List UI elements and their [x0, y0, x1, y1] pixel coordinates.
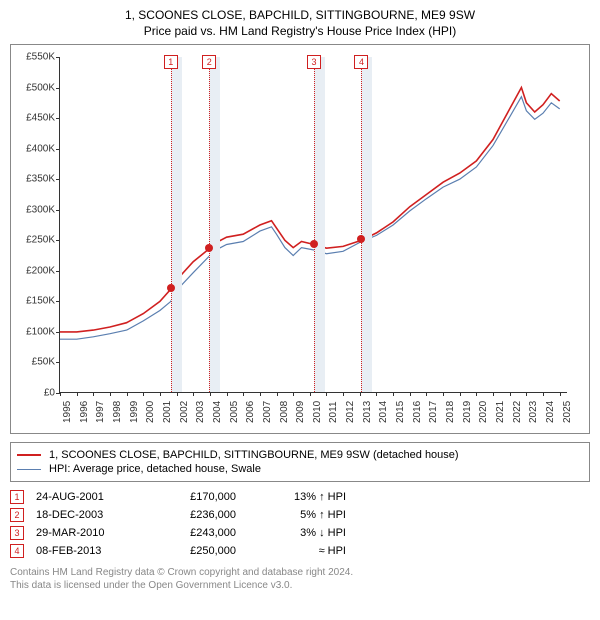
x-axis-label: 2022 — [512, 401, 518, 423]
x-axis-label: 2017 — [428, 401, 434, 423]
series-line-hpi — [60, 97, 560, 340]
legend-item: 1, SCOONES CLOSE, BAPCHILD, SITTINGBOURN… — [17, 449, 583, 461]
series-line-price_paid — [60, 88, 560, 332]
x-axis-label: 2003 — [195, 401, 201, 423]
x-axis-label: 2019 — [462, 401, 468, 423]
y-axis-label: £250K — [15, 235, 55, 246]
chart-subtitle: Price paid vs. HM Land Registry's House … — [10, 24, 590, 38]
event-diff: 13% ↑ HPI — [236, 491, 346, 503]
event-row: 1 24-AUG-2001£170,00013% ↑ HPI — [10, 490, 590, 504]
highlight-band — [361, 57, 372, 392]
x-axis-label: 2007 — [262, 401, 268, 423]
x-axis-label: 2000 — [145, 401, 151, 423]
x-axis-label: 2014 — [378, 401, 384, 423]
y-axis-label: £0 — [15, 388, 55, 399]
copyright-line1: Contains HM Land Registry data © Crown c… — [10, 566, 590, 579]
x-axis-label: 2010 — [312, 401, 318, 423]
event-diff: ≈ HPI — [236, 545, 346, 557]
y-axis-label: £450K — [15, 113, 55, 124]
event-row: 4 08-FEB-2013£250,000≈ HPI — [10, 544, 590, 558]
event-price: £236,000 — [146, 509, 236, 521]
legend-label: HPI: Average price, detached house, Swal… — [49, 463, 261, 475]
x-axis-label: 2024 — [545, 401, 551, 423]
event-row-marker: 4 — [10, 544, 24, 558]
event-date: 08-FEB-2013 — [36, 545, 146, 557]
legend-label: 1, SCOONES CLOSE, BAPCHILD, SITTINGBOURN… — [49, 449, 459, 461]
highlight-band — [171, 57, 182, 392]
event-row-marker: 1 — [10, 490, 24, 504]
event-diff: 3% ↓ HPI — [236, 527, 346, 539]
plot-area: 1 2 3 4 — [59, 57, 567, 393]
event-row-marker: 2 — [10, 508, 24, 522]
x-axis-label: 2025 — [562, 401, 568, 423]
x-axis-label: 2015 — [395, 401, 401, 423]
x-axis-label: 1999 — [129, 401, 135, 423]
x-axis-label: 2013 — [362, 401, 368, 423]
x-axis-label: 1996 — [79, 401, 85, 423]
y-axis-label: £400K — [15, 143, 55, 154]
y-axis-label: £200K — [15, 265, 55, 276]
y-axis-label: £500K — [15, 82, 55, 93]
event-price: £243,000 — [146, 527, 236, 539]
legend-item: HPI: Average price, detached house, Swal… — [17, 463, 583, 475]
x-axis-label: 2005 — [229, 401, 235, 423]
x-axis-label: 2012 — [345, 401, 351, 423]
event-row: 2 18-DEC-2003£236,0005% ↑ HPI — [10, 508, 590, 522]
legend-swatch — [17, 469, 41, 470]
event-date: 24-AUG-2001 — [36, 491, 146, 503]
event-vline — [314, 57, 315, 392]
event-point — [205, 244, 213, 252]
y-axis-label: £50K — [15, 357, 55, 368]
x-axis-label: 1998 — [112, 401, 118, 423]
event-marker: 1 — [164, 55, 178, 69]
event-marker: 2 — [202, 55, 216, 69]
event-date: 18-DEC-2003 — [36, 509, 146, 521]
event-point — [310, 240, 318, 248]
legend-swatch — [17, 454, 41, 456]
x-axis-label: 2021 — [495, 401, 501, 423]
event-price: £250,000 — [146, 545, 236, 557]
x-axis-label: 2020 — [478, 401, 484, 423]
x-axis-label: 2002 — [179, 401, 185, 423]
event-point — [167, 284, 175, 292]
event-row-marker: 3 — [10, 526, 24, 540]
event-vline — [361, 57, 362, 392]
x-axis-label: 2023 — [528, 401, 534, 423]
highlight-band — [314, 57, 325, 392]
x-axis-label: 1995 — [62, 401, 68, 423]
chart-area: 1 2 3 4 £0 £50K £100K £150K £200K £250K £300K £350… — [15, 49, 575, 429]
copyright-line2: This data is licensed under the Open Gov… — [10, 579, 590, 592]
x-axis-label: 2011 — [328, 401, 334, 423]
y-axis-label: £550K — [15, 52, 55, 63]
x-axis-label: 2018 — [445, 401, 451, 423]
events-table: 1 24-AUG-2001£170,00013% ↑ HPI 2 18-DEC-200… — [10, 490, 590, 558]
chart-border: 1 2 3 4 £0 £50K £100K £150K £200K £250K £300K £350… — [10, 44, 590, 434]
event-marker: 4 — [354, 55, 368, 69]
y-axis-label: £150K — [15, 296, 55, 307]
event-date: 29-MAR-2010 — [36, 527, 146, 539]
x-axis-label: 2008 — [279, 401, 285, 423]
event-diff: 5% ↑ HPI — [236, 509, 346, 521]
x-axis-label: 2004 — [212, 401, 218, 423]
x-axis-label: 2006 — [245, 401, 251, 423]
event-price: £170,000 — [146, 491, 236, 503]
copyright-text: Contains HM Land Registry data © Crown c… — [10, 566, 590, 592]
y-axis-label: £350K — [15, 174, 55, 185]
y-axis-label: £100K — [15, 326, 55, 337]
page-container: 1, SCOONES CLOSE, BAPCHILD, SITTINGBOURN… — [0, 0, 600, 602]
event-marker: 3 — [307, 55, 321, 69]
highlight-band — [209, 57, 220, 392]
event-row: 3 29-MAR-2010£243,0003% ↓ HPI — [10, 526, 590, 540]
x-axis-label: 2001 — [162, 401, 168, 423]
x-axis-label: 1997 — [95, 401, 101, 423]
event-vline — [209, 57, 210, 392]
event-point — [357, 235, 365, 243]
x-axis-label: 2016 — [412, 401, 418, 423]
legend-box: 1, SCOONES CLOSE, BAPCHILD, SITTINGBOURN… — [10, 442, 590, 482]
y-axis-label: £300K — [15, 204, 55, 215]
x-axis-label: 2009 — [295, 401, 301, 423]
chart-title: 1, SCOONES CLOSE, BAPCHILD, SITTINGBOURN… — [10, 8, 590, 22]
event-vline — [171, 57, 172, 392]
